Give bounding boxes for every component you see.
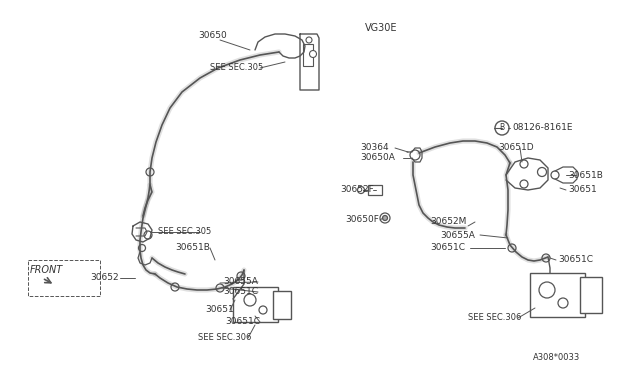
Circle shape [144, 231, 152, 239]
Circle shape [244, 294, 256, 306]
Text: 30651B: 30651B [568, 170, 603, 180]
Circle shape [551, 171, 559, 179]
Circle shape [508, 244, 516, 252]
Bar [233, 287, 278, 322]
Text: 30650A: 30650A [360, 154, 395, 163]
Bar [368, 185, 382, 195]
Circle shape [146, 168, 154, 176]
Text: 30652F: 30652F [340, 186, 374, 195]
Circle shape [310, 51, 317, 58]
Text: 30651C: 30651C [225, 317, 260, 327]
Circle shape [542, 254, 550, 262]
Text: A308*0033: A308*0033 [532, 353, 580, 362]
Circle shape [380, 213, 390, 223]
Text: 30652: 30652 [90, 273, 118, 282]
Text: 30655A: 30655A [223, 278, 258, 286]
Circle shape [138, 244, 145, 251]
Circle shape [520, 160, 528, 168]
Circle shape [259, 306, 267, 314]
Text: FRONT: FRONT [30, 265, 63, 275]
Circle shape [410, 150, 420, 160]
Text: SEE SEC.306: SEE SEC.306 [198, 334, 252, 343]
Text: 30655A: 30655A [440, 231, 475, 240]
Circle shape [358, 186, 365, 193]
Circle shape [237, 272, 245, 280]
Text: 30651C: 30651C [558, 256, 593, 264]
Bar [530, 273, 585, 317]
Text: SEE SEC.305: SEE SEC.305 [158, 228, 211, 237]
Circle shape [383, 215, 387, 221]
Text: 30651: 30651 [568, 186, 596, 195]
Bar [303, 44, 313, 66]
Text: B: B [499, 124, 504, 132]
Circle shape [306, 37, 312, 43]
Circle shape [558, 298, 568, 308]
Text: 30651: 30651 [205, 305, 234, 314]
Text: 30652M: 30652M [430, 218, 467, 227]
Text: 30650F: 30650F [345, 215, 379, 224]
Circle shape [520, 180, 528, 188]
Bar [273, 291, 291, 319]
Text: 30650: 30650 [198, 32, 227, 41]
Text: SEE SEC.305: SEE SEC.305 [210, 64, 263, 73]
Bar [580, 277, 602, 313]
Circle shape [495, 121, 509, 135]
Text: 30651D: 30651D [498, 144, 534, 153]
Circle shape [216, 284, 224, 292]
Text: 30651C: 30651C [430, 244, 465, 253]
Circle shape [539, 282, 555, 298]
Text: 08126-8161E: 08126-8161E [512, 124, 573, 132]
Circle shape [538, 167, 547, 176]
Text: 30651C: 30651C [223, 288, 258, 296]
Text: SEE SEC.306: SEE SEC.306 [468, 314, 522, 323]
Text: 30364: 30364 [360, 144, 388, 153]
Text: VG30E: VG30E [365, 23, 397, 33]
Text: 30651B: 30651B [175, 244, 210, 253]
Circle shape [171, 283, 179, 291]
